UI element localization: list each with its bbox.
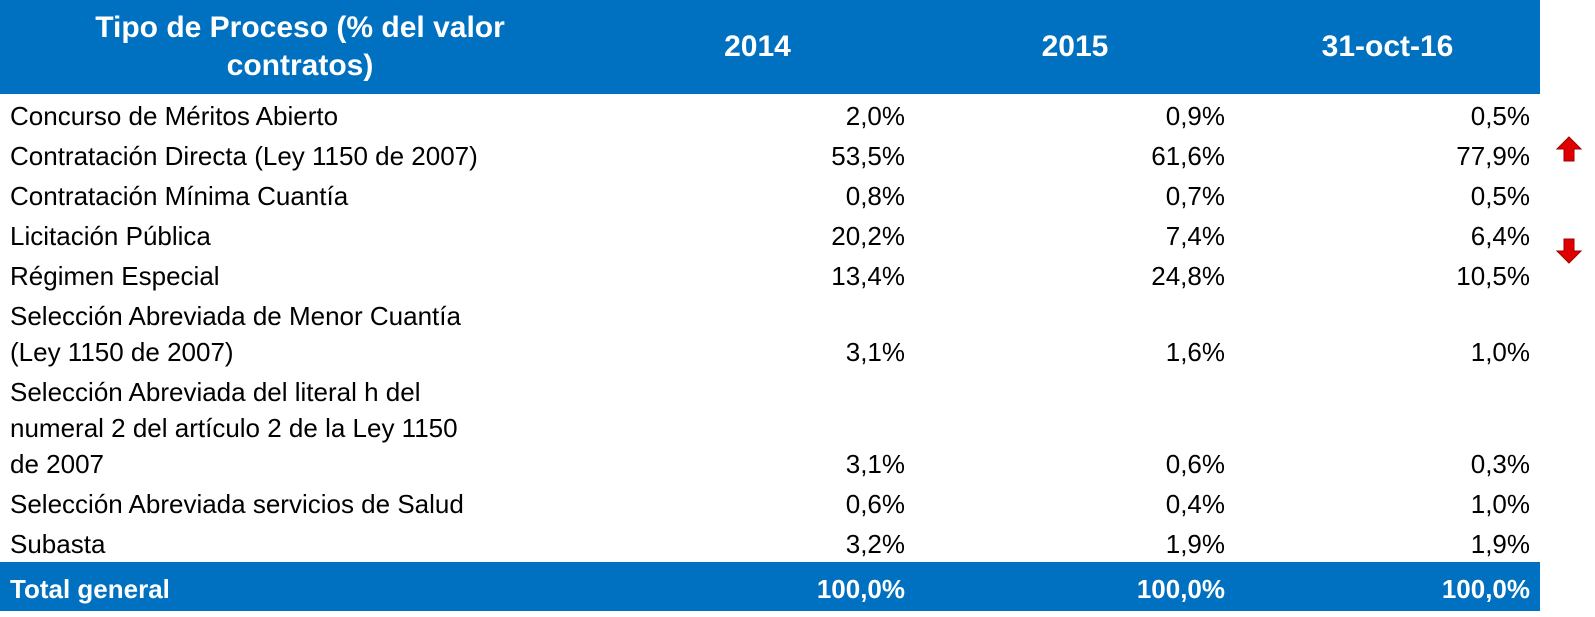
value-cell: 3,1% — [845, 449, 905, 479]
row-label: Contratación Mínima Cuantía — [0, 174, 600, 214]
total-label: Total general — [0, 562, 600, 611]
label-line: Licitación Pública — [10, 221, 211, 251]
table-row: Selección Abreviada del literal h del num… — [0, 370, 1540, 482]
value-cell: 1,9% — [1470, 529, 1530, 559]
up-arrow — [1556, 136, 1582, 162]
label-line: Concurso de Méritos Abierto — [10, 101, 339, 131]
value-cell: 1,9% — [1165, 529, 1225, 559]
value-cell: 0,6% — [845, 489, 905, 519]
value-cell: 24,8% — [1151, 261, 1225, 291]
value-cell: 0,5% — [1470, 101, 1530, 131]
value-cell: 20,2% — [831, 221, 905, 251]
header-cell: 2014 — [600, 0, 915, 94]
row-label: Contratación Directa (Ley 1150 de 2007) — [0, 134, 600, 174]
process-table: Tipo de Proceso (% del valor contratos) 20… — [0, 0, 1540, 611]
table-row: Subasta 3,2% 1,9% 1,9% — [0, 522, 1540, 562]
table-row: Licitación Pública 20,2% 7,4% 6,4% — [0, 214, 1540, 254]
table-row: Concurso de Méritos Abierto 2,0% 0,9% 0,5% — [0, 94, 1540, 134]
value-cell: 0,6% — [1165, 449, 1225, 479]
label-line: numeral 2 del artículo 2 de la Ley 1150 — [10, 413, 458, 443]
label-line: Selección Abreviada servicios de Salud — [10, 489, 464, 519]
row-label: Concurso de Méritos Abierto — [0, 94, 600, 134]
header-cell: Tipo de Proceso (% del valor contratos) — [0, 0, 600, 94]
label-line: Contratación Directa (Ley 1150 de 2007) — [10, 141, 478, 171]
table-row: Contratación Directa (Ley 1150 de 2007) 5… — [0, 134, 1540, 174]
total-value: 100,0% — [915, 562, 1235, 611]
down-arrow — [1556, 238, 1582, 264]
row-label: Subasta — [0, 522, 600, 562]
table-row: Selección Abreviada servicios de Salud 0,… — [0, 482, 1540, 522]
header-line: Tipo de Proceso (% del valor — [95, 11, 505, 44]
value-cell: 7,4% — [1165, 221, 1225, 251]
label-line: (Ley 1150 de 2007) — [10, 337, 234, 367]
value-cell: 1,6% — [1165, 337, 1225, 367]
value-cell: 0,8% — [845, 181, 905, 211]
row-label: Régimen Especial — [0, 254, 600, 294]
row-label: Selección Abreviada de Menor Cuantía (Ley… — [0, 294, 600, 370]
row-label: Selección Abreviada servicios de Salud — [0, 482, 600, 522]
table-row: Selección Abreviada de Menor Cuantía (Ley… — [0, 294, 1540, 370]
label-line: Subasta — [10, 529, 106, 559]
value-cell: 6,4% — [1470, 221, 1530, 251]
value-cell: 61,6% — [1151, 141, 1225, 171]
total-row: Total general 100,0% 100,0% 100,0% — [0, 562, 1540, 611]
table-body: Concurso de Méritos Abierto 2,0% 0,9% 0,5% C… — [0, 94, 1540, 611]
value-cell: 1,0% — [1470, 489, 1530, 519]
label-line: Régimen Especial — [10, 261, 220, 291]
label-line: Selección Abreviada del literal h del — [10, 377, 421, 407]
value-cell: 3,2% — [845, 529, 905, 559]
value-cell: 1,0% — [1470, 337, 1530, 367]
value-cell: 2,0% — [845, 101, 905, 131]
header-cell: 2015 — [915, 0, 1235, 94]
value-cell: 10,5% — [1456, 261, 1530, 291]
value-cell: 0,7% — [1165, 181, 1225, 211]
row-label: Licitación Pública — [0, 214, 600, 254]
table-row: Régimen Especial 13,4% 24,8% 10,5% — [0, 254, 1540, 294]
value-cell: 0,5% — [1470, 181, 1530, 211]
value-cell: 3,1% — [845, 337, 905, 367]
value-cell: 0,9% — [1165, 101, 1225, 131]
total-value: 100,0% — [1235, 562, 1540, 611]
value-cell: 53,5% — [831, 141, 905, 171]
label-line: Contratación Mínima Cuantía — [10, 181, 349, 211]
value-cell: 13,4% — [831, 261, 905, 291]
value-cell: 0,4% — [1165, 489, 1225, 519]
value-cell: 0,3% — [1470, 449, 1530, 479]
header-row: Tipo de Proceso (% del valor contratos) 20… — [0, 0, 1540, 94]
row-label: Selección Abreviada del literal h del num… — [0, 370, 600, 482]
value-cell: 77,9% — [1456, 141, 1530, 171]
total-value: 100,0% — [600, 562, 915, 611]
label-line: de 2007 — [10, 449, 104, 479]
header-line: contratos) — [226, 49, 374, 82]
header-cell: 31-oct-16 — [1235, 0, 1540, 94]
label-line: Selección Abreviada de Menor Cuantía — [10, 301, 461, 331]
table-row: Contratación Mínima Cuantía 0,8% 0,7% 0,5% — [0, 174, 1540, 214]
